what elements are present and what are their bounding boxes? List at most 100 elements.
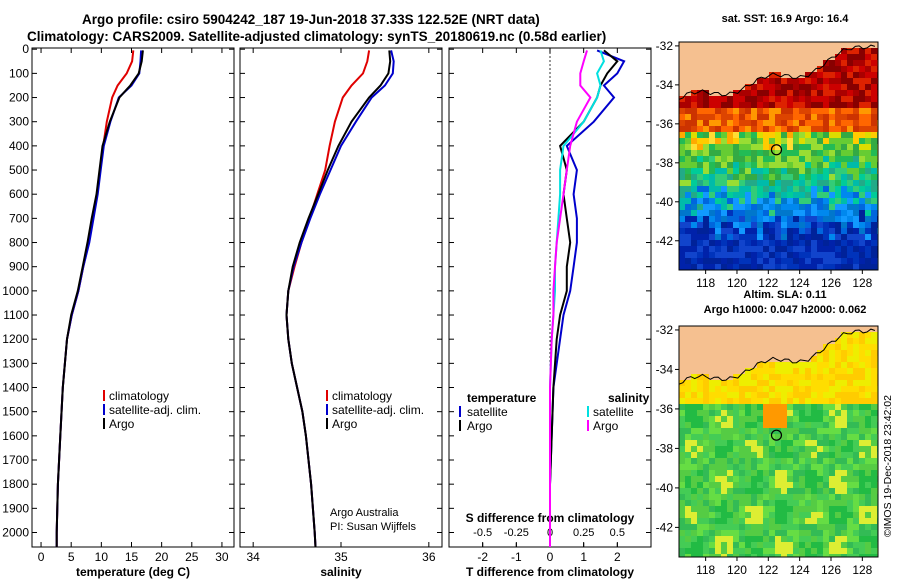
annotation-text: Argo Australia: [330, 507, 399, 519]
y-tick-label: 1100: [3, 308, 29, 322]
x2-tick-label: -0.5: [473, 527, 492, 539]
map-x-tick-label: 124: [790, 276, 810, 290]
series-line-2: [285, 50, 392, 548]
map-y-tick-label: -40: [656, 195, 674, 209]
map-frame: [678, 325, 879, 558]
y-tick-label: 1200: [2, 332, 29, 346]
y-tick-label: 600: [9, 187, 29, 201]
legend-label: satellite-adj. clim.: [332, 403, 424, 417]
map-x-tick-label: 128: [852, 276, 872, 290]
y-tick-label: 2000: [2, 526, 29, 540]
x-tick-label: 25: [185, 550, 199, 564]
float-position-marker: [770, 144, 783, 156]
legend-label: Argo: [332, 417, 358, 431]
y-tick-label: 1300: [2, 356, 29, 370]
map-y-tick-label: -32: [656, 323, 674, 337]
panel-frame: [31, 47, 235, 548]
map-y-tick-label: -34: [656, 78, 674, 92]
x-tick-label: 20: [155, 550, 169, 564]
y-tick-label: 1500: [2, 405, 29, 419]
map-x-tick-label: 124: [790, 563, 810, 577]
x2-tick-label: -0.25: [504, 527, 529, 539]
x-axis-label: T difference from climatology: [466, 565, 634, 579]
map-x-tick-label: 120: [727, 563, 747, 577]
x-tick-label: -2: [477, 550, 488, 564]
map-x-tick-label: 122: [758, 563, 778, 577]
coastline: [678, 328, 876, 385]
x-tick-label: 2: [614, 550, 621, 564]
y-tick-label: 0: [22, 42, 29, 56]
y-tick-label: 1000: [2, 284, 29, 298]
x-tick-label: 35: [334, 550, 348, 564]
y-tick-label: 200: [9, 91, 29, 105]
y-tick-label: 300: [9, 115, 29, 129]
sla-map-subtitle: Argo h1000: 0.047 h2000: 0.062: [703, 304, 867, 316]
y-tick-label: 100: [9, 66, 29, 80]
imos-timestamp: ©IMOS 19-Dec-2018 23:42:02: [882, 395, 894, 537]
sla-map-title: Altim. SLA: 0.11: [743, 289, 827, 301]
legend-title: salinity: [608, 391, 650, 405]
series-line-2: [55, 50, 144, 547]
map-x-tick-label: 126: [821, 276, 841, 290]
title-line-2: Climatology: CARS2009. Satellite-adjuste…: [27, 29, 607, 44]
map-y-tick-label: -42: [656, 520, 674, 534]
map-x-tick-label: 118: [696, 563, 715, 577]
sst-map-title: sat. SST: 16.9 Argo: 16.4: [721, 13, 849, 25]
sla-map-field: [679, 326, 878, 557]
map-y-tick-label: -38: [656, 156, 674, 170]
map-y-tick-label: -38: [656, 441, 674, 455]
x-tick-label: 30: [215, 550, 229, 564]
float-position-marker: [770, 429, 783, 441]
y-tick-label: 700: [9, 211, 29, 225]
y-tick-label: 1700: [2, 453, 29, 467]
x-tick-label: 0: [38, 550, 45, 564]
x-tick-label: 0: [547, 550, 554, 564]
y-tick-label: 1800: [2, 477, 29, 491]
map-x-tick-label: 118: [696, 276, 715, 290]
x2-tick-label: 0.5: [610, 527, 625, 539]
legend-label: Argo: [109, 417, 135, 431]
x-tick-label: 36: [422, 550, 436, 564]
legend-label: satellite: [467, 405, 508, 419]
map-y-tick-label: -34: [656, 362, 674, 376]
y-tick-label: 500: [9, 163, 29, 177]
legend-label: Argo: [467, 419, 493, 433]
map-y-tick-label: -32: [656, 39, 674, 53]
map-x-tick-label: 128: [852, 563, 872, 577]
y-tick-label: 900: [9, 260, 29, 274]
y-tick-label: 800: [9, 236, 29, 250]
x-tick-label: 15: [125, 550, 139, 564]
sst-map-field: [679, 42, 878, 270]
series-line-3: [549, 50, 592, 547]
x-tick-label: 10: [95, 550, 109, 564]
y-tick-label: 1600: [2, 429, 29, 443]
x-axis-label: salinity: [320, 565, 362, 579]
legend-label: satellite: [593, 405, 634, 419]
y-tick-label: 1400: [2, 381, 29, 395]
map-y-tick-label: -40: [656, 481, 674, 495]
map-x-tick-label: 122: [758, 276, 778, 290]
map-x-tick-label: 126: [821, 563, 841, 577]
legend-label: climatology: [332, 389, 392, 403]
x2-tick-label: 0.25: [573, 527, 594, 539]
y-tick-label: 1900: [2, 501, 29, 515]
x-axis-label: temperature (deg C): [76, 565, 190, 579]
coastline: [678, 44, 876, 100]
x-tick-label: 1: [580, 550, 587, 564]
map-y-tick-label: -36: [656, 117, 674, 131]
y-tick-label: 400: [9, 139, 29, 153]
legend-title: temperature: [467, 391, 537, 405]
legend-label: climatology: [109, 389, 169, 403]
annotation-text: PI: Susan Wijffels: [330, 521, 416, 533]
map-y-tick-label: -36: [656, 402, 674, 416]
legend-label: satellite-adj. clim.: [109, 403, 201, 417]
map-frame: [678, 41, 879, 271]
panel-frame: [239, 47, 443, 548]
title-line-1: Argo profile: csiro 5904242_187 19-Jun-2…: [82, 12, 540, 27]
map-x-tick-label: 120: [727, 276, 747, 290]
x-tick-label: 34: [246, 550, 260, 564]
x-tick-label: -1: [511, 550, 522, 564]
x-tick-label: 5: [68, 550, 75, 564]
legend-label: Argo: [593, 419, 619, 433]
